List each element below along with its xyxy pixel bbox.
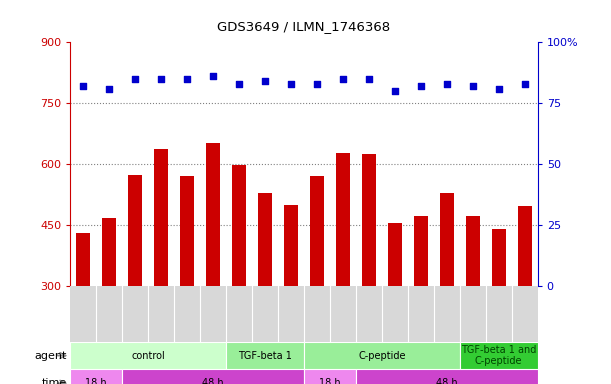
Bar: [388, 223, 402, 384]
Point: [338, 76, 348, 82]
Bar: [466, 216, 480, 384]
Bar: [440, 194, 454, 384]
Bar: [492, 229, 506, 384]
Bar: [518, 205, 532, 384]
Bar: [206, 142, 220, 384]
Text: TGF-beta 1: TGF-beta 1: [238, 351, 292, 361]
Bar: [336, 153, 350, 384]
Bar: [154, 149, 168, 384]
Point: [78, 83, 88, 89]
Text: time: time: [42, 378, 67, 384]
Bar: [226, 342, 304, 369]
Point: [234, 81, 244, 87]
Text: agent: agent: [35, 351, 67, 361]
Point: [260, 78, 270, 84]
Text: 48 h: 48 h: [202, 378, 224, 384]
Bar: [356, 369, 538, 384]
Text: control: control: [131, 351, 165, 361]
Point: [156, 76, 166, 82]
Text: 18 h: 18 h: [319, 378, 341, 384]
Bar: [128, 175, 142, 384]
Text: 48 h: 48 h: [436, 378, 458, 384]
Bar: [232, 165, 246, 384]
Bar: [284, 205, 298, 384]
Point: [416, 83, 426, 89]
Point: [364, 76, 374, 82]
Bar: [362, 154, 376, 384]
Text: GDS3649 / ILMN_1746368: GDS3649 / ILMN_1746368: [218, 20, 390, 33]
Point: [494, 86, 503, 92]
Point: [208, 73, 218, 79]
Bar: [459, 342, 538, 369]
Bar: [310, 175, 324, 384]
Point: [104, 86, 114, 92]
Bar: [180, 175, 194, 384]
Point: [390, 88, 400, 94]
Bar: [122, 369, 304, 384]
Point: [312, 81, 322, 87]
Point: [130, 76, 140, 82]
Bar: [102, 218, 116, 384]
Bar: [414, 216, 428, 384]
Text: 18 h: 18 h: [86, 378, 107, 384]
Point: [286, 81, 296, 87]
Text: C-peptide: C-peptide: [358, 351, 406, 361]
Bar: [258, 194, 272, 384]
Point: [468, 83, 478, 89]
Text: TGF-beta 1 and
C-peptide: TGF-beta 1 and C-peptide: [461, 345, 536, 366]
Bar: [70, 369, 122, 384]
Point: [520, 81, 530, 87]
Bar: [70, 342, 226, 369]
Bar: [76, 233, 90, 384]
Bar: [304, 342, 459, 369]
Bar: [304, 369, 356, 384]
Point: [182, 76, 192, 82]
Point: [442, 81, 452, 87]
